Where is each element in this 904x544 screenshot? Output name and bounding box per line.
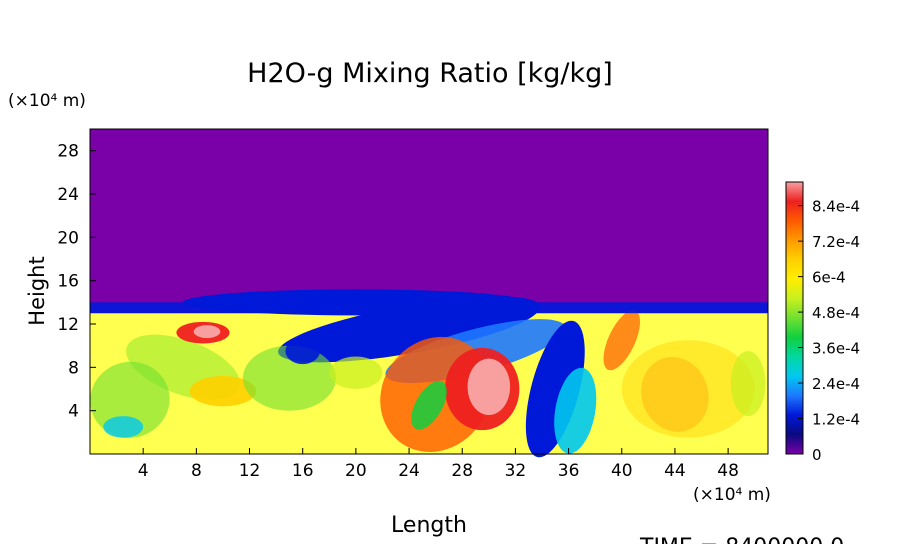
x-tick-label: 4 (138, 461, 149, 481)
colorbar-tick-label: 3.6e-4 (812, 340, 860, 358)
x-tick-label: 28 (451, 461, 473, 481)
moisture-contour (285, 338, 320, 365)
moisture-contour (603, 310, 641, 371)
y-tick-label: 8 (68, 358, 79, 378)
moisture-contour (189, 376, 257, 407)
colorbar-tick-label: 4.8e-4 (812, 304, 860, 322)
moisture-contour (730, 351, 766, 417)
x-tick-label: 24 (398, 461, 420, 481)
y-axis-label: Height (25, 256, 49, 325)
x-tick-label: 8 (191, 461, 202, 481)
x-tick-label: 16 (292, 461, 314, 481)
moisture-plume (525, 320, 585, 458)
colorbar-tick-label: 8.4e-4 (812, 198, 860, 216)
colorbar-gradient-bar (785, 181, 804, 455)
y-tick-label: 16 (57, 272, 79, 292)
y-axis-ticks: 4 8 12 16 20 24 28 (57, 142, 96, 422)
x-tick-label: 20 (345, 461, 367, 481)
y-tick-label: 12 (57, 315, 79, 335)
time-readout: TIME = 8400000.0 (639, 535, 844, 544)
moist-layer-top-boundary (90, 302, 768, 314)
moisture-contour (411, 380, 447, 430)
moisture-contour (621, 340, 755, 438)
moisture-plume (554, 367, 597, 454)
x-axis-unit: (×10⁴ m) (693, 485, 771, 505)
moisture-contour (329, 356, 383, 389)
y-tick-label: 28 (57, 142, 79, 162)
y-tick-label: 4 (68, 402, 79, 422)
moisture-contour (103, 416, 144, 438)
x-tick-label: 48 (717, 461, 739, 481)
colorbar: 0 1.2e-4 2.4e-4 3.6e-4 4.8e-4 6e-4 7.2e-4 8.4e-… (785, 181, 860, 464)
moisture-contour (641, 357, 709, 432)
y-tick-label: 20 (57, 228, 79, 248)
moisture-contour (242, 345, 336, 411)
x-tick-label: 44 (664, 461, 686, 481)
x-axis-label: Length (391, 513, 467, 538)
colorbar-tick-label: 1.2e-4 (812, 411, 860, 429)
plot-frame (89, 128, 769, 455)
heatmap-plot-area (90, 129, 768, 458)
x-axis-ticks: 4 8 12 16 20 24 28 32 36 40 44 48 (138, 448, 739, 481)
x-tick-label: 12 (239, 461, 261, 481)
moisture-maximum (467, 358, 511, 416)
x-tick-label: 36 (558, 461, 580, 481)
x-tick-label: 40 (611, 461, 633, 481)
colorbar-tick-label: 0 (812, 446, 822, 464)
moisture-maximum (193, 325, 221, 339)
colorbar-tick-label: 7.2e-4 (812, 233, 860, 251)
y-tick-label: 24 (57, 185, 79, 205)
y-axis-unit: (×10⁴ m) (8, 91, 86, 111)
x-tick-label: 32 (505, 461, 527, 481)
colorbar-tick-label: 2.4e-4 (812, 375, 860, 393)
colorbar-tick-label: 6e-4 (812, 269, 846, 287)
chart-title: H2O-g Mixing Ratio [kg/kg] (247, 58, 613, 89)
